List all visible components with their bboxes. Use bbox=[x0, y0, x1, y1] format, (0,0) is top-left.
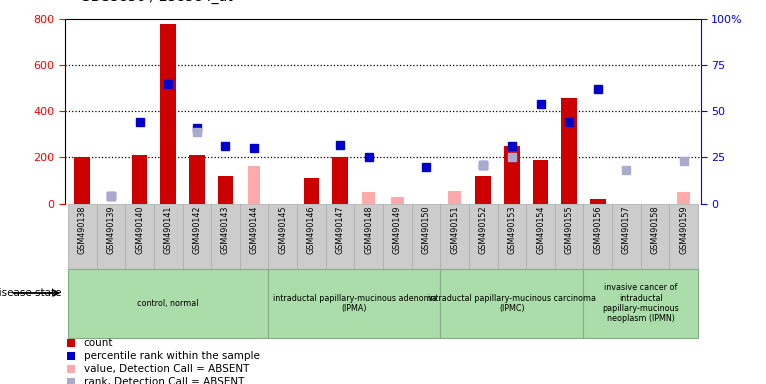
Text: GSM490159: GSM490159 bbox=[679, 205, 688, 254]
Bar bbox=[590, 199, 606, 204]
Text: GSM490157: GSM490157 bbox=[622, 205, 631, 254]
Bar bbox=[440, 204, 469, 269]
Bar bbox=[211, 204, 240, 269]
Text: disease state: disease state bbox=[0, 288, 61, 298]
Bar bbox=[303, 178, 319, 204]
Text: GSM490146: GSM490146 bbox=[307, 205, 316, 254]
Bar bbox=[268, 269, 440, 338]
Bar bbox=[476, 176, 491, 204]
Bar bbox=[97, 204, 126, 269]
Bar bbox=[240, 204, 268, 269]
Bar bbox=[526, 204, 555, 269]
Text: percentile rank within the sample: percentile rank within the sample bbox=[83, 351, 260, 361]
Bar bbox=[612, 204, 640, 269]
Bar bbox=[355, 204, 383, 269]
Text: GSM490150: GSM490150 bbox=[421, 205, 430, 254]
Bar bbox=[248, 166, 260, 204]
Text: GSM490151: GSM490151 bbox=[450, 205, 459, 254]
Text: GSM490145: GSM490145 bbox=[278, 205, 287, 254]
Text: GSM490142: GSM490142 bbox=[192, 205, 201, 254]
Bar bbox=[189, 155, 205, 204]
Bar bbox=[411, 204, 440, 269]
Text: GSM490156: GSM490156 bbox=[594, 205, 602, 254]
Text: count: count bbox=[83, 338, 113, 348]
Bar bbox=[68, 204, 97, 269]
Bar bbox=[182, 204, 211, 269]
Text: intraductal papillary-mucinous adenoma
(IPMA): intraductal papillary-mucinous adenoma (… bbox=[273, 294, 436, 313]
Bar bbox=[332, 157, 348, 204]
Text: GSM490143: GSM490143 bbox=[221, 205, 230, 254]
Bar bbox=[677, 192, 690, 204]
Bar bbox=[268, 204, 297, 269]
Text: GSM490154: GSM490154 bbox=[536, 205, 545, 254]
Text: control, normal: control, normal bbox=[137, 299, 199, 308]
Bar bbox=[469, 204, 498, 269]
Bar bbox=[160, 24, 176, 204]
Text: GSM490155: GSM490155 bbox=[565, 205, 574, 254]
Text: GSM490140: GSM490140 bbox=[135, 205, 144, 254]
Text: GSM490152: GSM490152 bbox=[479, 205, 488, 254]
Text: GSM490138: GSM490138 bbox=[78, 205, 87, 254]
Bar bbox=[362, 192, 375, 204]
Text: rank, Detection Call = ABSENT: rank, Detection Call = ABSENT bbox=[83, 377, 244, 384]
Bar bbox=[74, 157, 90, 204]
Text: GSM490158: GSM490158 bbox=[650, 205, 660, 254]
Text: invasive cancer of
intraductal
papillary-mucinous
neoplasm (IPMN): invasive cancer of intraductal papillary… bbox=[602, 283, 679, 323]
Bar bbox=[584, 269, 698, 338]
Text: GSM490149: GSM490149 bbox=[393, 205, 402, 254]
Bar bbox=[218, 176, 234, 204]
Bar bbox=[391, 197, 404, 204]
Text: GSM490139: GSM490139 bbox=[106, 205, 116, 254]
Text: GSM490153: GSM490153 bbox=[507, 205, 516, 254]
Bar bbox=[498, 204, 526, 269]
Text: GDS3836 / 238584_at: GDS3836 / 238584_at bbox=[80, 0, 233, 4]
Bar bbox=[504, 146, 520, 204]
Bar bbox=[532, 160, 548, 204]
Text: GSM490147: GSM490147 bbox=[336, 205, 345, 254]
Bar bbox=[561, 98, 577, 204]
Bar bbox=[132, 155, 147, 204]
Bar bbox=[126, 204, 154, 269]
Bar bbox=[154, 204, 182, 269]
Bar bbox=[555, 204, 584, 269]
Bar bbox=[297, 204, 326, 269]
Text: value, Detection Call = ABSENT: value, Detection Call = ABSENT bbox=[83, 364, 249, 374]
Bar bbox=[669, 204, 698, 269]
Text: intraductal papillary-mucinous carcinoma
(IPMC): intraductal papillary-mucinous carcinoma… bbox=[428, 294, 596, 313]
Text: GSM490148: GSM490148 bbox=[364, 205, 373, 254]
Bar bbox=[440, 269, 584, 338]
Text: GSM490141: GSM490141 bbox=[164, 205, 172, 254]
Text: GSM490144: GSM490144 bbox=[250, 205, 259, 254]
Bar bbox=[383, 204, 411, 269]
Bar bbox=[448, 191, 461, 204]
Bar bbox=[326, 204, 355, 269]
Bar bbox=[584, 204, 612, 269]
Bar bbox=[68, 269, 268, 338]
Bar bbox=[640, 204, 669, 269]
